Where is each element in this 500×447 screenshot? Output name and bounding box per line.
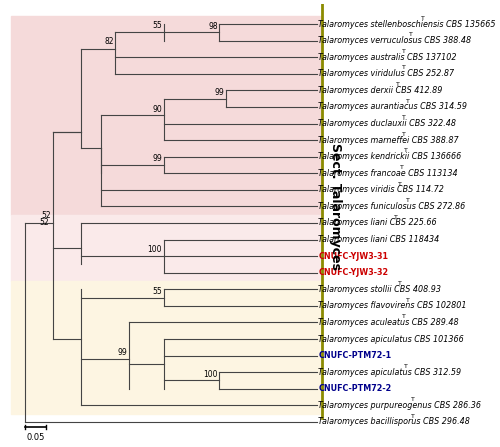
Text: Talaromyces marneffei CBS 388.87: Talaromyces marneffei CBS 388.87 [318,135,462,144]
Text: Talaromyces aurantiacus CBS 314.59: Talaromyces aurantiacus CBS 314.59 [318,102,470,111]
Text: 100: 100 [148,245,162,254]
Text: T: T [406,99,410,104]
Text: 52: 52 [40,219,50,228]
Text: 90: 90 [152,105,162,114]
Text: Talaromyces apiculatus CBS 101366: Talaromyces apiculatus CBS 101366 [318,334,464,343]
Text: T: T [406,198,410,203]
Text: T: T [402,66,406,71]
Text: T: T [410,413,414,418]
Text: 99: 99 [152,154,162,163]
Text: CNUFC-PTM72-2: CNUFC-PTM72-2 [318,384,392,393]
Text: T: T [398,281,402,286]
Text: T: T [398,181,402,186]
Text: T: T [402,49,406,54]
Text: Talaromyces francoae CBS 113134: Talaromyces francoae CBS 113134 [318,169,460,178]
Text: Talaromyces funiculosus CBS 272.86: Talaromyces funiculosus CBS 272.86 [318,202,468,211]
Text: T: T [400,165,404,170]
Text: CNUFC-PTM72-1: CNUFC-PTM72-1 [318,351,392,360]
Text: T: T [402,314,406,319]
Text: CNUFC-YJW3-31: CNUFC-YJW3-31 [318,252,388,261]
Text: T: T [404,364,408,369]
Text: Talaromyces stellenboschiensis CBS 135665: Talaromyces stellenboschiensis CBS 13566… [318,20,498,29]
Text: Talaromyces viridulus CBS 252.87: Talaromyces viridulus CBS 252.87 [318,69,457,78]
Text: Talaromyces derxii CBS 412.89: Talaromyces derxii CBS 412.89 [318,86,445,95]
Text: T: T [394,215,398,219]
Text: Talaromyces flavovirens CBS 102801: Talaromyces flavovirens CBS 102801 [318,301,470,310]
Text: Talaromyces aculeatus CBS 289.48: Talaromyces aculeatus CBS 289.48 [318,318,462,327]
Text: 99: 99 [118,348,128,357]
Text: Talaromyces bacillisporus CBS 296.48: Talaromyces bacillisporus CBS 296.48 [318,417,472,426]
Text: Talaromyces verruculosus CBS 388.48: Talaromyces verruculosus CBS 388.48 [318,36,474,45]
Text: Talaromyces australis CBS 137102: Talaromyces australis CBS 137102 [318,53,460,62]
Text: 55: 55 [152,21,162,30]
Text: T: T [396,82,400,87]
Text: Talaromyces liani CBS 118434: Talaromyces liani CBS 118434 [318,235,440,244]
Text: 98: 98 [208,22,218,31]
Text: T: T [406,298,410,303]
Text: 52: 52 [42,211,51,219]
Text: T: T [408,32,412,38]
Text: Talaromyces viridis CBS 114.72: Talaromyces viridis CBS 114.72 [318,186,446,194]
Text: Talaromyces duclauxii CBS 322.48: Talaromyces duclauxii CBS 322.48 [318,119,459,128]
Text: Talaromyces stollii CBS 408.93: Talaromyces stollii CBS 408.93 [318,285,444,294]
Text: T: T [404,148,408,153]
Bar [11,215,322,281]
Bar [11,16,322,215]
Text: 55: 55 [152,287,162,296]
Text: Sect. Talaromyces: Sect. Talaromyces [329,143,342,270]
Text: 0.05: 0.05 [26,434,44,443]
Text: Talaromyces kendrickii CBS 136666: Talaromyces kendrickii CBS 136666 [318,152,464,161]
Text: 99: 99 [215,88,224,97]
Text: Talaromyces liani CBS 225.66: Talaromyces liani CBS 225.66 [318,219,440,228]
Text: 82: 82 [104,38,114,46]
Text: Talaromyces purpureogenus CBS 286.36: Talaromyces purpureogenus CBS 286.36 [318,401,484,410]
Text: T: T [402,115,406,120]
Text: Talaromyces apiculatus CBS 312.59: Talaromyces apiculatus CBS 312.59 [318,368,464,377]
Bar [11,281,322,413]
Text: T: T [402,132,406,137]
Text: CNUFC-YJW3-32: CNUFC-YJW3-32 [318,268,388,277]
Text: T: T [410,397,414,402]
Text: T: T [421,16,425,21]
Text: 100: 100 [203,370,218,379]
